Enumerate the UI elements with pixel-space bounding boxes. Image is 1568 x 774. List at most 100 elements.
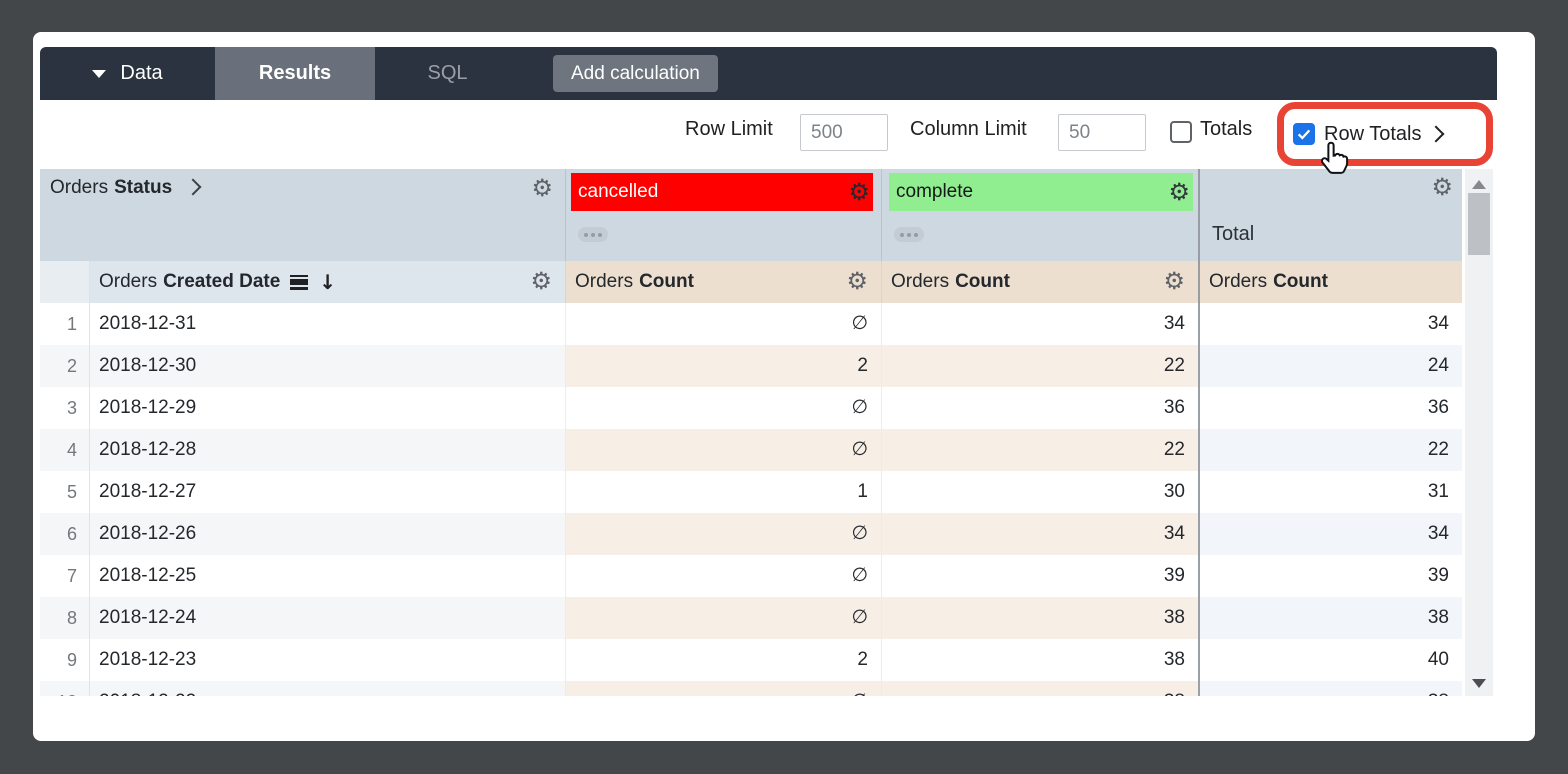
ellipsis-menu-icon[interactable] [894, 227, 924, 242]
complete-count-cell[interactable]: 34 [881, 513, 1198, 555]
row-total-cell[interactable]: 38 [1198, 597, 1462, 639]
totals-checkbox[interactable] [1170, 121, 1192, 143]
row-total-cell[interactable]: 36 [1198, 387, 1462, 429]
complete-count-cell[interactable]: 36 [881, 387, 1198, 429]
row-number: 1 [40, 303, 90, 345]
measure-header-band: Orders Created Date ↓ ⚙ Orders Count ⚙ Ord… [40, 261, 1493, 303]
created-date-cell[interactable]: 2018-12-26 [90, 513, 565, 555]
row-totals-checkbox[interactable] [1293, 123, 1315, 145]
cancelled-count-cell[interactable]: ∅ [565, 681, 881, 696]
gear-icon[interactable]: ⚙ [848, 178, 870, 206]
cancelled-count-cell[interactable]: ∅ [565, 303, 881, 345]
cancelled-count-cell[interactable]: 2 [565, 345, 881, 387]
row-total-cell[interactable]: 24 [1198, 345, 1462, 387]
created-date-cell[interactable]: 2018-12-31 [99, 313, 197, 334]
complete-count-cell[interactable]: 38 [881, 639, 1198, 681]
row-number: 7 [40, 555, 90, 597]
cancelled-count-cell[interactable]: ∅ [565, 555, 881, 597]
row-total-cell[interactable]: 22 [1198, 429, 1462, 471]
toolbar: Data Results SQL Add calculation [40, 47, 1497, 100]
complete-count-cell[interactable]: 34 [881, 303, 1198, 345]
row-totals-label: Row Totals [1324, 122, 1422, 145]
complete-count-cell[interactable]: 30 [881, 471, 1198, 513]
cancelled-count-cell[interactable]: ∅ [565, 597, 881, 639]
scroll-up-arrow-icon[interactable] [1472, 180, 1486, 189]
pivot-field-title: Orders Status [50, 177, 202, 199]
scroll-down-arrow-icon[interactable] [1472, 679, 1486, 688]
table-row: 7 2018-12-25 ∅ 39 39 [40, 555, 1493, 597]
table-row: 4 2018-12-28 ∅ 22 22 [40, 429, 1493, 471]
created-date-cell[interactable]: 2018-12-30 [90, 345, 565, 387]
table-row: 3 2018-12-29 ∅ 36 36 [40, 387, 1493, 429]
vertical-scrollbar[interactable] [1465, 169, 1493, 696]
data-tab-label: Data [120, 62, 163, 84]
complete-count-cell[interactable]: 22 [881, 345, 1198, 387]
column-limit-label: Column Limit [910, 118, 1027, 140]
cancelled-count-cell[interactable]: ∅ [565, 513, 881, 555]
cancelled-count-cell[interactable]: 1 [565, 471, 881, 513]
cancelled-count-cell[interactable]: 2 [565, 639, 881, 681]
cancelled-count-cell[interactable]: ∅ [565, 387, 881, 429]
gear-icon[interactable]: ⚙ [530, 267, 552, 295]
measure-header-complete[interactable]: Orders Count ⚙ [881, 261, 1198, 303]
row-total-cell[interactable]: 40 [1198, 639, 1462, 681]
gear-icon[interactable]: ⚙ [846, 267, 868, 295]
complete-count-cell[interactable]: 38 [881, 681, 1198, 696]
row-totals-highlight-ring: Row Totals [1277, 102, 1493, 166]
totals-label: Totals [1200, 118, 1253, 140]
ellipsis-menu-icon[interactable] [578, 227, 608, 242]
created-date-cell[interactable]: 2018-12-25 [99, 565, 197, 586]
created-date-cell[interactable]: 2018-12-22 [90, 681, 565, 696]
tab-sql[interactable]: SQL [427, 62, 468, 84]
created-date-cell[interactable]: 2018-12-27 [99, 481, 197, 502]
gear-icon[interactable]: ⚙ [1163, 267, 1185, 295]
row-total-cell[interactable]: 38 [1198, 681, 1462, 696]
created-date-cell[interactable]: 2018-12-29 [99, 397, 197, 418]
created-date-cell[interactable]: 2018-12-23 [99, 649, 197, 670]
row-number: 10 [40, 681, 90, 696]
pivot-field-header[interactable]: Orders Status ⚙ [40, 169, 565, 261]
dimension-header[interactable]: Orders Created Date ↓ ⚙ [90, 261, 565, 303]
data-tab[interactable]: Data [40, 47, 215, 100]
hand-cursor-icon [1320, 141, 1349, 174]
gear-icon[interactable]: ⚙ [1431, 173, 1453, 201]
row-number: 9 [40, 639, 90, 681]
table-body: 1 2018-12-31 ∅ 34 34 2 2018-12-30 2 22 2… [40, 303, 1493, 696]
cancelled-count-cell[interactable]: ∅ [565, 429, 881, 471]
row-total-cell[interactable]: 34 [1198, 303, 1462, 345]
pivot-column-complete[interactable]: complete ⚙ [881, 169, 1198, 261]
caret-down-icon [92, 69, 107, 78]
pivot-header-band: Orders Status ⚙ cancelled ⚙ complete ⚙ [40, 169, 1493, 261]
gear-icon[interactable]: ⚙ [1168, 178, 1190, 206]
explore-results-panel: Data Results SQL Add calculation Row Lim… [33, 32, 1535, 741]
row-number: 6 [40, 513, 90, 555]
complete-count-cell[interactable]: 38 [881, 597, 1198, 639]
add-calculation-button[interactable]: Add calculation [553, 55, 718, 92]
tab-results[interactable]: Results [215, 47, 375, 100]
row-total-cell[interactable]: 34 [1198, 513, 1462, 555]
measure-header-total[interactable]: Orders Count [1198, 261, 1462, 303]
row-total-cell[interactable]: 39 [1198, 555, 1462, 597]
complete-header-cell[interactable]: complete ⚙ [889, 173, 1193, 211]
created-date-cell[interactable]: 2018-12-28 [90, 429, 565, 471]
reorder-rows-icon[interactable] [290, 274, 309, 290]
row-number: 4 [40, 429, 90, 471]
complete-count-cell[interactable]: 39 [881, 555, 1198, 597]
results-table: Orders Status ⚙ cancelled ⚙ complete ⚙ [40, 169, 1493, 696]
complete-count-cell[interactable]: 22 [881, 429, 1198, 471]
table-row: 8 2018-12-24 ∅ 38 38 [40, 597, 1493, 639]
measure-header-cancelled[interactable]: Orders Count ⚙ [565, 261, 881, 303]
pivot-column-cancelled[interactable]: cancelled ⚙ [565, 169, 881, 261]
gear-icon[interactable]: ⚙ [531, 174, 553, 202]
created-date-cell[interactable]: 2018-12-24 [90, 597, 565, 639]
cancelled-header-cell[interactable]: cancelled ⚙ [571, 173, 873, 211]
row-number: 3 [40, 387, 90, 429]
column-limit-input[interactable] [1058, 114, 1146, 151]
scrollbar-thumb[interactable] [1468, 193, 1490, 255]
row-total-cell[interactable]: 31 [1198, 471, 1462, 513]
row-limit-input[interactable] [800, 114, 888, 151]
sort-descending-icon[interactable]: ↓ [319, 270, 337, 294]
table-row: 6 2018-12-26 ∅ 34 34 [40, 513, 1493, 555]
pivot-column-total[interactable]: ⚙ Total [1198, 169, 1462, 261]
chevron-right-icon[interactable] [1427, 125, 1445, 143]
